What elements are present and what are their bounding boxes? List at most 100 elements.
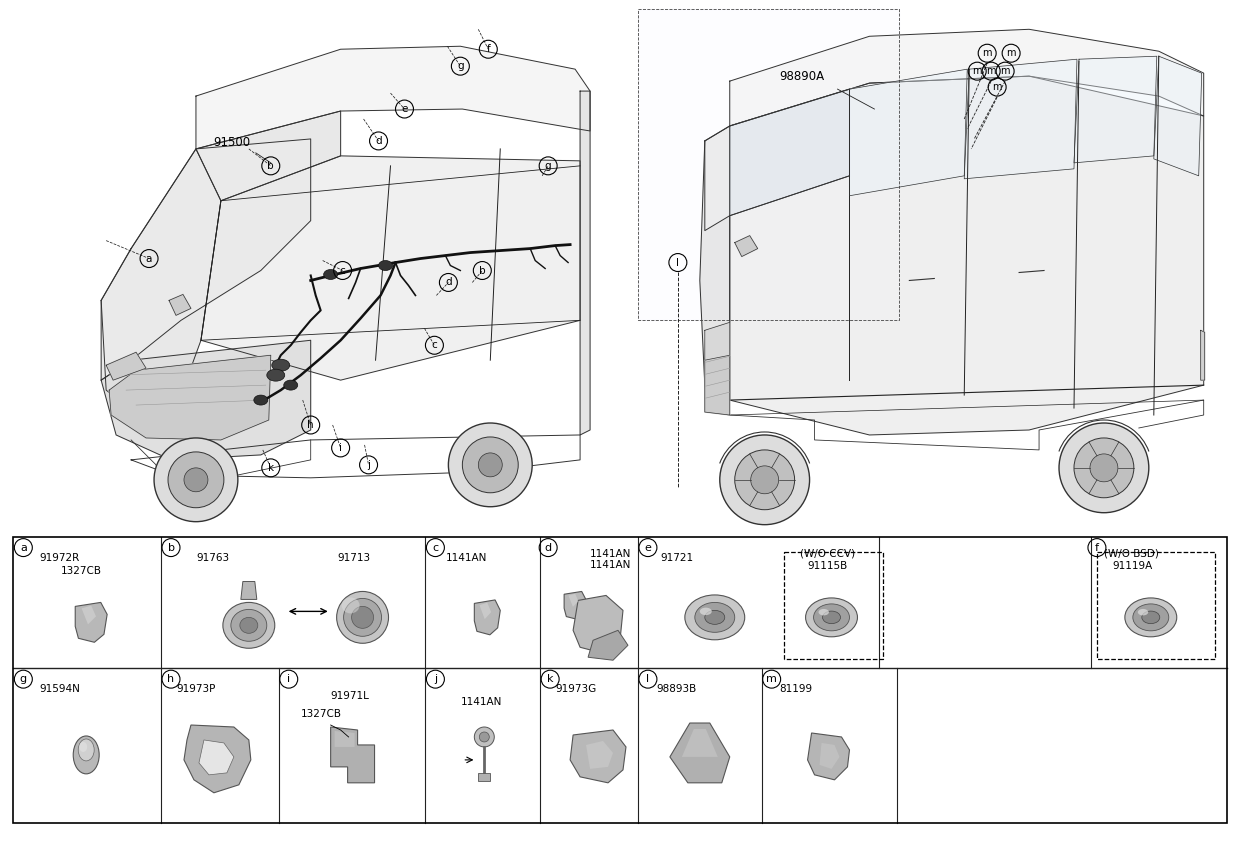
- Text: c: c: [432, 340, 438, 350]
- Polygon shape: [201, 156, 580, 380]
- Text: 91973G: 91973G: [556, 684, 596, 695]
- Text: 98890A: 98890A: [780, 70, 825, 83]
- Polygon shape: [198, 740, 234, 775]
- Text: 1141AN: 1141AN: [590, 560, 631, 570]
- Polygon shape: [573, 595, 622, 653]
- Text: 1327CB: 1327CB: [61, 566, 102, 576]
- Circle shape: [167, 452, 224, 508]
- Polygon shape: [184, 725, 250, 793]
- Text: j: j: [367, 460, 370, 470]
- Text: b: b: [479, 265, 486, 276]
- Polygon shape: [637, 9, 899, 321]
- Circle shape: [475, 727, 495, 747]
- Polygon shape: [704, 322, 730, 360]
- Text: (W/O BSD): (W/O BSD): [1104, 549, 1159, 559]
- Polygon shape: [107, 352, 146, 380]
- Text: d: d: [445, 277, 451, 287]
- Text: c: c: [340, 265, 346, 276]
- Text: h: h: [308, 420, 314, 430]
- Text: (W/O CCV): (W/O CCV): [800, 549, 854, 559]
- Polygon shape: [730, 89, 849, 215]
- Circle shape: [479, 453, 502, 477]
- Polygon shape: [1200, 331, 1205, 380]
- Text: m: m: [1007, 48, 1016, 59]
- Text: 91500: 91500: [213, 136, 250, 149]
- Text: 1141AN: 1141AN: [445, 553, 487, 562]
- Polygon shape: [670, 723, 730, 783]
- Polygon shape: [196, 111, 341, 201]
- Text: d: d: [544, 543, 552, 553]
- Text: 91594N: 91594N: [40, 684, 81, 695]
- Text: i: i: [339, 443, 342, 453]
- Text: 91713: 91713: [337, 553, 371, 562]
- Polygon shape: [730, 30, 1204, 126]
- Text: m: m: [972, 66, 982, 76]
- Ellipse shape: [284, 380, 298, 390]
- Polygon shape: [102, 139, 311, 380]
- Polygon shape: [570, 730, 626, 783]
- Text: g: g: [458, 61, 464, 71]
- Ellipse shape: [1133, 604, 1169, 631]
- Polygon shape: [102, 149, 221, 410]
- Ellipse shape: [818, 609, 828, 616]
- Text: k: k: [268, 463, 274, 473]
- Text: 98893B: 98893B: [656, 684, 696, 695]
- Polygon shape: [568, 594, 578, 607]
- Ellipse shape: [822, 611, 841, 623]
- Text: m: m: [986, 66, 996, 76]
- Ellipse shape: [336, 591, 388, 644]
- Text: 1327CB: 1327CB: [301, 709, 342, 719]
- Ellipse shape: [813, 604, 849, 631]
- Ellipse shape: [694, 602, 735, 633]
- Polygon shape: [735, 236, 758, 257]
- Ellipse shape: [806, 598, 858, 637]
- Text: d: d: [376, 136, 382, 146]
- Text: m: m: [766, 674, 777, 684]
- Ellipse shape: [223, 602, 275, 648]
- Polygon shape: [730, 76, 1204, 435]
- Polygon shape: [82, 605, 95, 624]
- Text: 91972R: 91972R: [40, 553, 79, 562]
- Text: 91721: 91721: [660, 553, 693, 562]
- Text: 91115B: 91115B: [807, 561, 848, 571]
- Polygon shape: [849, 70, 967, 196]
- Text: 1141AN: 1141AN: [590, 549, 631, 559]
- Circle shape: [750, 466, 779, 494]
- Text: g: g: [544, 161, 552, 170]
- Polygon shape: [807, 733, 849, 780]
- Polygon shape: [704, 89, 849, 231]
- Ellipse shape: [272, 360, 290, 371]
- Circle shape: [735, 450, 795, 510]
- Circle shape: [1059, 423, 1148, 513]
- Ellipse shape: [79, 742, 87, 752]
- Circle shape: [184, 468, 208, 492]
- Polygon shape: [475, 600, 500, 635]
- Text: a: a: [146, 254, 153, 264]
- Polygon shape: [682, 729, 718, 757]
- Polygon shape: [564, 591, 587, 619]
- Text: e: e: [402, 104, 408, 114]
- Text: l: l: [676, 258, 680, 267]
- Ellipse shape: [378, 260, 393, 271]
- Ellipse shape: [1125, 598, 1177, 637]
- Polygon shape: [1153, 56, 1202, 176]
- Polygon shape: [480, 603, 491, 619]
- Polygon shape: [102, 340, 311, 460]
- Ellipse shape: [699, 608, 712, 615]
- Ellipse shape: [231, 610, 267, 641]
- Circle shape: [449, 423, 532, 507]
- Text: l: l: [646, 674, 650, 684]
- Text: m: m: [1001, 66, 1009, 76]
- Text: 1141AN: 1141AN: [460, 697, 502, 707]
- Text: 91763: 91763: [196, 553, 229, 562]
- Text: f: f: [1095, 543, 1099, 553]
- Polygon shape: [820, 743, 839, 769]
- Text: e: e: [645, 543, 651, 553]
- Polygon shape: [580, 91, 590, 435]
- Polygon shape: [169, 294, 191, 315]
- Text: m: m: [992, 82, 1002, 92]
- Text: 91971L: 91971L: [331, 691, 370, 701]
- Circle shape: [1074, 438, 1133, 498]
- Ellipse shape: [342, 598, 360, 613]
- Circle shape: [463, 437, 518, 493]
